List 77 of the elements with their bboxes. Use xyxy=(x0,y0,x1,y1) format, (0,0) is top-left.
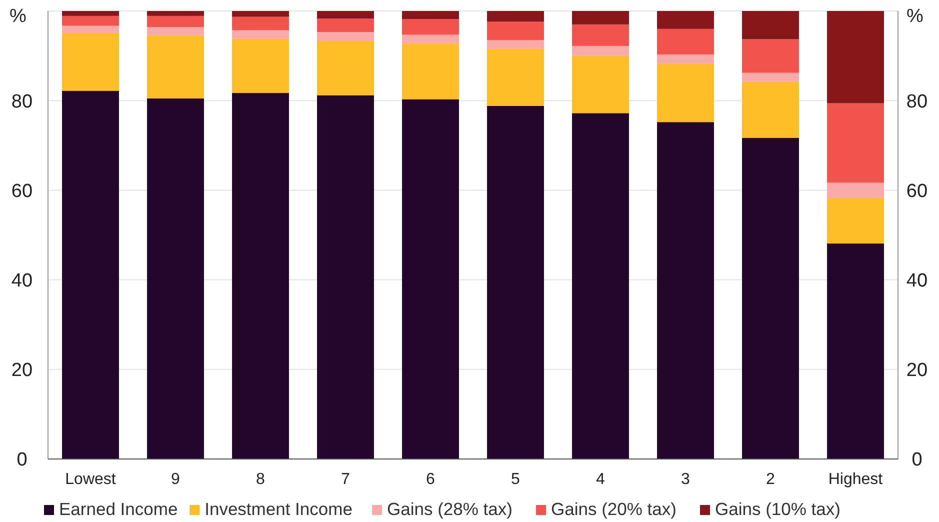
bar xyxy=(827,103,884,183)
bar xyxy=(317,18,374,32)
bar xyxy=(657,28,714,54)
y-tick-label: 0 xyxy=(16,450,28,471)
legend-label: Investment Income xyxy=(204,499,352,519)
bar xyxy=(742,39,799,73)
bar xyxy=(657,122,714,459)
bar xyxy=(62,90,119,459)
bar xyxy=(487,48,544,106)
y-tick-label: 60 xyxy=(11,180,33,202)
x-tick-label: 8 xyxy=(256,471,266,488)
bar xyxy=(827,11,884,104)
x-tick-label: 7 xyxy=(341,471,350,488)
legend-label: Gains (10% tax) xyxy=(715,499,840,519)
y2-tick-label: 40 xyxy=(906,270,928,292)
x-tick-label: 2 xyxy=(766,471,776,488)
y2-axis-title: % xyxy=(906,6,924,27)
x-tick-label: 3 xyxy=(681,471,690,488)
bar xyxy=(402,99,459,459)
x-tick-label: 4 xyxy=(596,471,606,488)
bar xyxy=(62,32,119,91)
bar xyxy=(402,11,459,20)
y2-tick-label: 80 xyxy=(906,91,928,112)
bar xyxy=(572,113,629,459)
bar xyxy=(62,26,119,33)
bar xyxy=(317,95,374,459)
x-tick-label: 9 xyxy=(171,471,180,488)
bar xyxy=(742,138,799,459)
bar xyxy=(147,35,204,98)
bar xyxy=(232,30,289,39)
y-tick-label: 40 xyxy=(11,270,33,292)
bar xyxy=(317,11,374,19)
legend-label: Earned Income xyxy=(59,499,178,519)
bar xyxy=(742,81,799,138)
bar xyxy=(572,24,629,46)
bar xyxy=(147,27,204,36)
y-tick-label: 80 xyxy=(11,91,33,112)
bar xyxy=(572,11,629,24)
bar xyxy=(657,11,714,29)
bar xyxy=(232,92,289,459)
y-tick-label: 20 xyxy=(11,360,33,382)
bar xyxy=(402,19,459,35)
bar xyxy=(232,11,289,17)
bar xyxy=(487,40,544,49)
bar xyxy=(232,38,289,93)
y2-tick-label: 20 xyxy=(906,360,928,382)
bar xyxy=(317,40,374,96)
bar xyxy=(402,44,459,100)
bar xyxy=(827,197,884,244)
legend-label: Gains (28% tax) xyxy=(387,499,512,519)
bar xyxy=(62,11,119,16)
bar xyxy=(827,182,884,198)
bar xyxy=(487,11,544,22)
y-axis-title: % xyxy=(10,6,27,27)
bar xyxy=(147,98,204,459)
bar xyxy=(147,11,204,16)
bar xyxy=(742,11,799,40)
x-tick-label: Lowest xyxy=(65,471,116,488)
bar xyxy=(487,106,544,459)
bar xyxy=(487,22,544,40)
bar xyxy=(232,16,289,30)
bar xyxy=(657,54,714,64)
bar xyxy=(657,64,714,122)
x-tick-label: 5 xyxy=(511,471,520,488)
x-tick-label: 6 xyxy=(426,471,436,488)
x-tick-label: Highest xyxy=(828,471,884,488)
y2-tick-label: 0 xyxy=(912,450,922,471)
bar xyxy=(572,46,629,56)
bar xyxy=(317,32,374,41)
bar xyxy=(572,55,629,114)
bar xyxy=(827,244,884,459)
bar xyxy=(62,16,119,26)
bar xyxy=(147,16,204,28)
bar xyxy=(402,34,459,44)
y2-tick-label: 60 xyxy=(906,180,928,202)
legend-label: Gains (20% tax) xyxy=(551,499,676,519)
bar xyxy=(742,72,799,82)
